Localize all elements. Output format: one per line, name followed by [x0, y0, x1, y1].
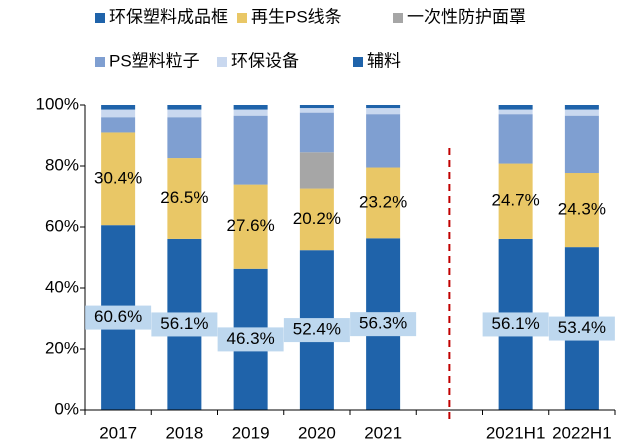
value-label: 56.3% — [359, 314, 407, 333]
bar-segment — [101, 132, 136, 226]
bar-segment — [366, 105, 401, 109]
value-label: 56.1% — [160, 314, 208, 333]
value-label: 20.2% — [293, 209, 341, 228]
x-tick-label: 2017 — [99, 423, 137, 442]
value-label: 24.3% — [558, 200, 606, 219]
bar-segment — [101, 109, 136, 118]
bar-segment — [299, 152, 334, 189]
value-label-box — [283, 318, 350, 343]
bar-segment — [366, 167, 401, 239]
x-tick-label: 2018 — [165, 423, 203, 442]
legend-swatch — [95, 57, 105, 67]
legend-swatch — [353, 57, 363, 67]
bar-segment — [498, 114, 533, 164]
bar-segment — [101, 117, 136, 133]
bar-segment — [167, 105, 202, 110]
bar-segment — [564, 115, 599, 174]
value-label: 24.7% — [492, 191, 540, 210]
bar-segment — [299, 108, 334, 113]
value-label: 56.1% — [492, 314, 540, 333]
y-tick-label: 40% — [45, 277, 79, 296]
bar-segment — [233, 184, 268, 269]
bar-segment — [498, 105, 533, 110]
bar-segment — [564, 105, 599, 110]
y-tick-label: 60% — [45, 216, 79, 235]
y-tick-label: 20% — [45, 338, 79, 357]
legend-label: 辅料 — [367, 51, 401, 70]
bar-segment — [167, 158, 202, 239]
value-label-box — [151, 312, 218, 337]
x-tick-label: 2021 — [364, 423, 402, 442]
y-tick-label: 0% — [54, 399, 79, 418]
value-label: 46.3% — [227, 329, 275, 348]
legend-swatch — [95, 13, 105, 23]
value-label-box — [217, 327, 284, 352]
x-tick-label: 2020 — [298, 423, 336, 442]
value-label: 26.5% — [160, 188, 208, 207]
x-tick-label: 2022H1 — [552, 423, 612, 442]
bar-segment — [167, 109, 202, 118]
legend-label: 一次性防护面罩 — [407, 7, 526, 26]
bar-segment — [564, 109, 599, 116]
bar-segment — [233, 115, 268, 185]
bar-segment — [233, 109, 268, 116]
value-label-box — [85, 305, 152, 330]
bar-segment — [498, 109, 533, 115]
value-label: 52.4% — [293, 320, 341, 339]
legend-swatch — [237, 13, 247, 23]
bar-segment — [299, 112, 334, 153]
legend-label: PS塑料粒子 — [109, 51, 200, 70]
legend-label: 再生PS线条 — [251, 7, 342, 26]
value-label-box — [350, 312, 417, 337]
bar-segment — [167, 117, 202, 159]
bar-segment — [564, 173, 599, 248]
legend-swatch — [217, 57, 227, 67]
x-tick-label: 2019 — [232, 423, 270, 442]
value-label: 53.4% — [558, 318, 606, 337]
bar-segment — [299, 188, 334, 251]
value-label: 27.6% — [227, 216, 275, 235]
bar-segment — [498, 163, 533, 239]
value-label-box — [482, 312, 549, 337]
x-tick-label: 2021H1 — [486, 423, 546, 442]
y-tick-label: 80% — [45, 155, 79, 174]
bar-segment — [233, 105, 268, 110]
legend-swatch — [393, 13, 403, 23]
bar-segment — [101, 105, 136, 110]
y-tick-label: 100% — [36, 94, 79, 113]
value-label: 23.2% — [359, 192, 407, 211]
value-label: 60.6% — [94, 307, 142, 326]
legend-label: 环保塑料成品框 — [109, 7, 228, 26]
value-label-box — [548, 316, 615, 341]
bar-segment — [299, 105, 334, 109]
value-label: 30.4% — [94, 168, 142, 187]
bar-segment — [366, 108, 401, 115]
bar-segment — [366, 114, 401, 168]
legend-label: 环保设备 — [231, 51, 299, 70]
